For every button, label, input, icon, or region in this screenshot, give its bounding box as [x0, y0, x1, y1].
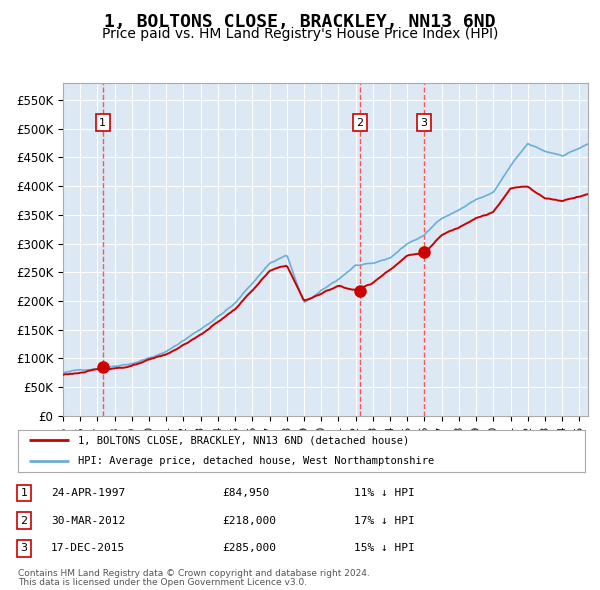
Text: £84,950: £84,950: [222, 488, 269, 498]
Text: HPI: Average price, detached house, West Northamptonshire: HPI: Average price, detached house, West…: [77, 457, 434, 466]
Text: 1, BOLTONS CLOSE, BRACKLEY, NN13 6ND (detached house): 1, BOLTONS CLOSE, BRACKLEY, NN13 6ND (de…: [77, 435, 409, 445]
Text: 15% ↓ HPI: 15% ↓ HPI: [354, 543, 415, 553]
Text: 1: 1: [99, 118, 106, 128]
Text: 1, BOLTONS CLOSE, BRACKLEY, NN13 6ND: 1, BOLTONS CLOSE, BRACKLEY, NN13 6ND: [104, 13, 496, 31]
Text: 1: 1: [20, 488, 28, 498]
Text: Contains HM Land Registry data © Crown copyright and database right 2024.: Contains HM Land Registry data © Crown c…: [18, 569, 370, 578]
Text: 2: 2: [20, 516, 28, 526]
Text: 17-DEC-2015: 17-DEC-2015: [51, 543, 125, 553]
Text: 3: 3: [20, 543, 28, 553]
Text: 30-MAR-2012: 30-MAR-2012: [51, 516, 125, 526]
Text: This data is licensed under the Open Government Licence v3.0.: This data is licensed under the Open Gov…: [18, 578, 307, 587]
Text: Price paid vs. HM Land Registry's House Price Index (HPI): Price paid vs. HM Land Registry's House …: [102, 27, 498, 41]
Text: £285,000: £285,000: [222, 543, 276, 553]
Text: 11% ↓ HPI: 11% ↓ HPI: [354, 488, 415, 498]
Text: £218,000: £218,000: [222, 516, 276, 526]
Text: 17% ↓ HPI: 17% ↓ HPI: [354, 516, 415, 526]
Text: 24-APR-1997: 24-APR-1997: [51, 488, 125, 498]
Text: 2: 2: [356, 118, 364, 128]
Text: 3: 3: [420, 118, 427, 128]
